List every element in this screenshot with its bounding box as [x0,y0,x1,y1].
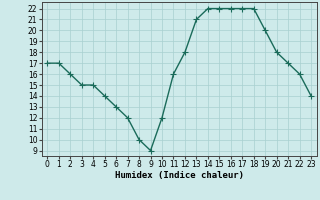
X-axis label: Humidex (Indice chaleur): Humidex (Indice chaleur) [115,171,244,180]
